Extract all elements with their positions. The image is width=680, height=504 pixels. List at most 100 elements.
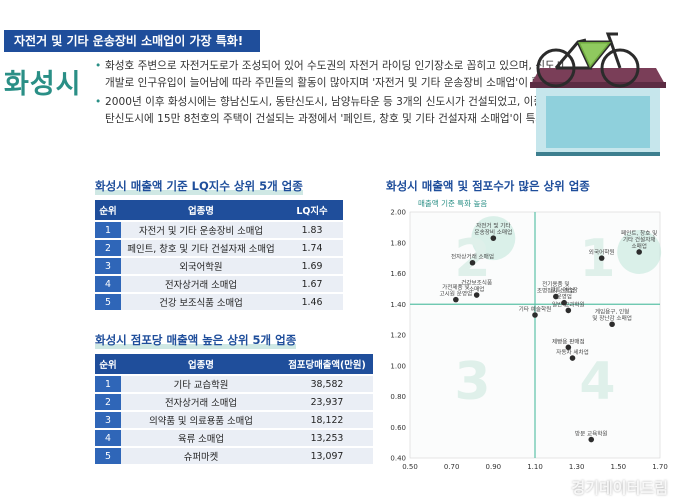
- point-label: 고시원 운영업: [440, 290, 473, 298]
- x-tick-label: 1.10: [527, 463, 543, 471]
- col-rank: 순위: [95, 354, 121, 374]
- data-point: [532, 312, 538, 318]
- rank: 5: [95, 448, 121, 464]
- quadrant-label: 2: [454, 229, 490, 289]
- rank: 2: [95, 394, 121, 410]
- data-point: [609, 321, 615, 328]
- chart-title: 화성시 매출액 및 점포수가 많은 상위 업종: [386, 179, 590, 193]
- rank: 1: [95, 376, 121, 392]
- point-label: 일반 교과학원: [552, 300, 585, 308]
- table-row: 3 외국어학원 1.69: [95, 258, 343, 274]
- data-point: [553, 293, 559, 300]
- table-row: 4 전자상거래 소매업 1.67: [95, 276, 343, 292]
- industry: 육류 소매업: [121, 430, 281, 446]
- col-value: LQ지수: [281, 200, 343, 220]
- col-rank: 순위: [95, 200, 121, 220]
- industry: 자전거 및 기타 운송장비 소매업: [121, 222, 281, 238]
- rank: 2: [95, 240, 121, 256]
- point-label: 골프 연습장: [550, 286, 578, 294]
- watermark: 경기데이터드림: [571, 479, 668, 497]
- y-tick-label: 1.00: [390, 362, 406, 370]
- value: 23,937: [281, 394, 373, 410]
- rank: 1: [95, 222, 121, 238]
- sales-per-store-table: 순위 업종명 점포당매출액(만원) 1 기타 교습학원 38,582 2 전자상…: [95, 352, 373, 466]
- point-label: 및 장난감 소매업: [592, 314, 632, 322]
- table-row: 1 자전거 및 기타 운송장비 소매업 1.83: [95, 222, 343, 238]
- quadrant-label: 1: [579, 229, 615, 289]
- value: 13,253: [281, 430, 373, 446]
- table2-title: 화성시 점포당 매출액 높은 상위 5개 업종: [95, 333, 297, 349]
- col-value: 점포당매출액(만원): [281, 354, 373, 374]
- y-tick-label: 1.40: [390, 301, 406, 309]
- value: 1.69: [281, 258, 343, 274]
- value: 13,097: [281, 448, 373, 464]
- value: 1.74: [281, 240, 343, 256]
- bullet-1: 화성호 주변으로 자전거도로가 조성되어 있어 수도권의 자전거 라이딩 인기장…: [95, 58, 565, 91]
- point-label: 기타 예술학원: [519, 305, 552, 313]
- point-label: 게임용구, 인형: [595, 308, 629, 316]
- x-tick-label: 1.70: [652, 463, 668, 471]
- industry: 외국어학원: [121, 258, 281, 274]
- table-row: 1 기타 교습학원 38,582: [95, 376, 373, 392]
- data-point: [636, 249, 642, 255]
- point-label: 전기용품 및: [542, 280, 570, 288]
- table-row: 4 육류 소매업 13,253: [95, 430, 373, 446]
- headline-banner: 자전거 및 기타 운송장비 소매업이 가장 특화!: [4, 30, 260, 52]
- rank: 5: [95, 294, 121, 310]
- table-row: 5 슈퍼마켓 13,097: [95, 448, 373, 464]
- table-row: 3 의약품 및 의료용품 소매업 18,122: [95, 412, 373, 428]
- point-label: 운송장비 소매업: [474, 228, 512, 236]
- value: 1.67: [281, 276, 343, 292]
- quadrant-label: 4: [579, 352, 615, 412]
- industry: 의약품 및 의료용품 소매업: [121, 412, 281, 428]
- point-label: 자전거 및 기타: [476, 222, 510, 230]
- industry: 건강 보조식품 소매업: [121, 294, 281, 310]
- value: 38,582: [281, 376, 373, 392]
- y-tick-label: 0.60: [390, 424, 406, 432]
- industry: 기타 교습학원: [121, 376, 281, 392]
- y-tick-label: 1.80: [390, 239, 406, 247]
- data-point: [565, 307, 572, 314]
- point-label: 전자상거래 소매업: [451, 253, 494, 261]
- col-name: 업종명: [121, 200, 281, 220]
- table1-title: 화성시 매출액 기준 LQ지수 상위 5개 업종: [95, 179, 303, 195]
- y-tick-label: 0.40: [390, 455, 406, 463]
- description: 화성호 주변으로 자전거도로가 조성되어 있어 수도권의 자전거 라이딩 인기장…: [95, 58, 565, 130]
- industry: 전자상거래 소매업: [121, 276, 281, 292]
- industry: 페인트, 창호 및 기타 건설자재 소매업: [121, 240, 281, 256]
- bullet-2: 2000년 이후 화성시에는 향남신도시, 동탄신도시, 남양뉴타운 등 3개의…: [95, 94, 565, 127]
- point-label: 외국어학원: [589, 248, 615, 256]
- x-tick-label: 1.30: [569, 463, 585, 471]
- point-label: 제빵용 판매점: [552, 337, 585, 345]
- point-label: 기타 건설자재: [623, 235, 656, 243]
- x-tick-label: 0.50: [402, 463, 418, 471]
- bicycle-shop-illustration: [530, 32, 666, 156]
- x-tick-label: 1.50: [611, 463, 627, 471]
- point-label: 운영업: [556, 293, 571, 301]
- rank: 3: [95, 412, 121, 428]
- data-point: [469, 259, 476, 266]
- industry: 슈퍼마켓: [121, 448, 281, 464]
- scatter-chart: 2 1 3 4 0.40 0.60 0.80 1.00 1.20 1.40 1.60 1.80 2.00…: [390, 198, 668, 471]
- quadrant-label: 3: [454, 352, 490, 412]
- x-tick-label: 0.90: [486, 463, 502, 471]
- data-point: [588, 436, 595, 443]
- data-point: [453, 296, 459, 303]
- table-row: 2 전자상거래 소매업 23,937: [95, 394, 373, 410]
- value: 1.83: [281, 222, 343, 238]
- point-label: 건강보조식품: [461, 279, 492, 287]
- col-name: 업종명: [121, 354, 281, 374]
- data-point: [561, 299, 567, 306]
- point-label: 소매업: [631, 242, 646, 250]
- rank: 3: [95, 258, 121, 274]
- point-label: 가전제품 및: [442, 283, 470, 291]
- city-name: 화성시: [4, 69, 82, 100]
- data-point: [598, 255, 605, 261]
- table-row: 5 건강 보조식품 소매업 1.46: [95, 294, 343, 310]
- y-axis-label: 매출액 기준 특화 높음: [418, 198, 487, 208]
- y-tick-label: 2.00: [390, 209, 406, 217]
- data-point: [490, 235, 497, 241]
- data-point: [473, 292, 480, 298]
- value: 18,122: [281, 412, 373, 428]
- data-point: [569, 355, 576, 361]
